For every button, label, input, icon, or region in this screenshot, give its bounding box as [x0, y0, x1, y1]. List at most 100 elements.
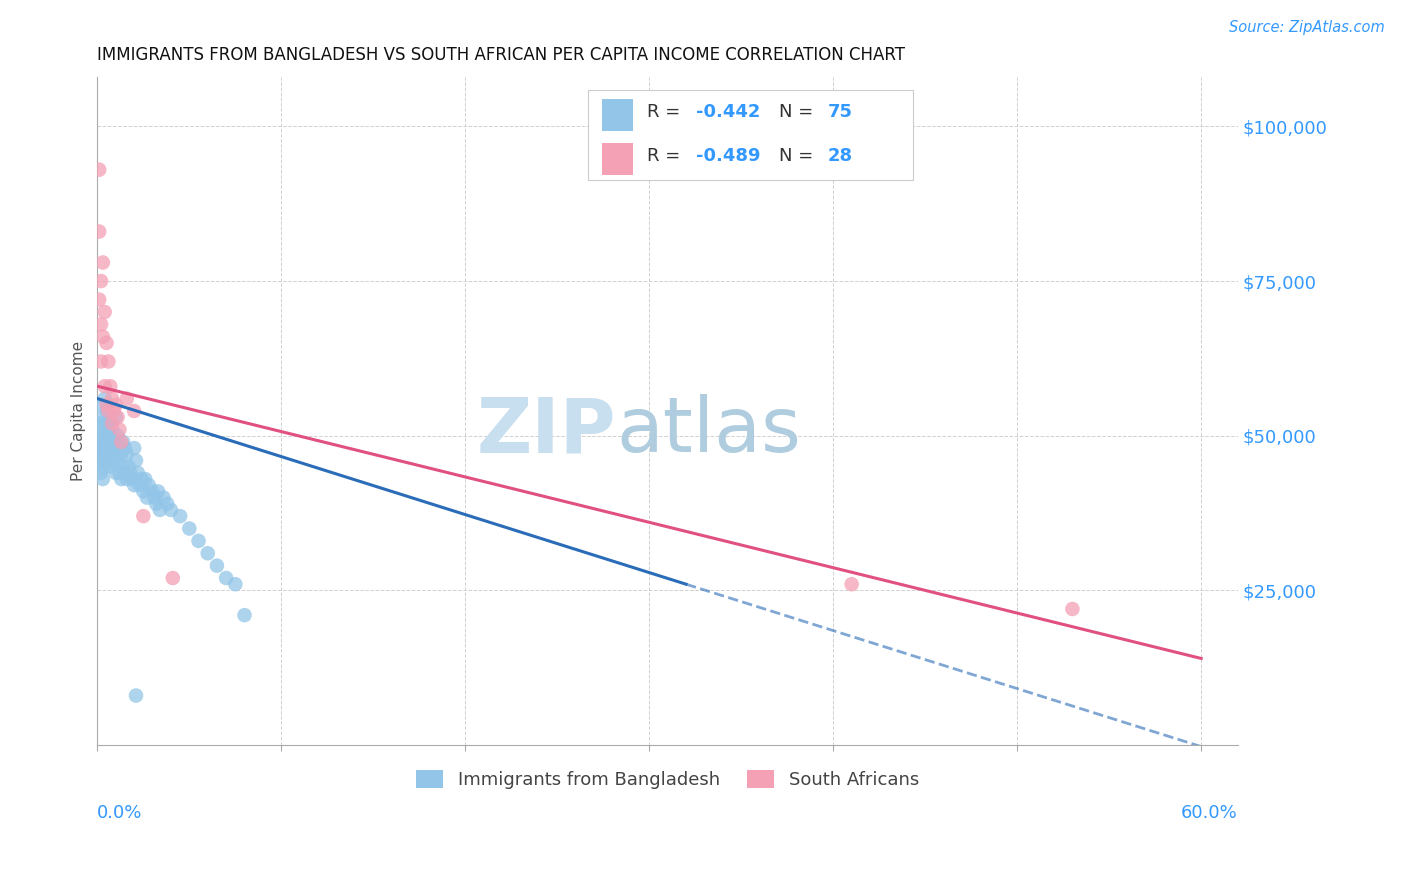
Point — [131, 472, 153, 486]
Point — [143, 491, 166, 505]
Text: ZIP: ZIP — [477, 394, 616, 468]
Point — [107, 453, 129, 467]
Point — [97, 417, 120, 431]
Point — [215, 571, 238, 585]
Text: IMMIGRANTS FROM BANGLADESH VS SOUTH AFRICAN PER CAPITA INCOME CORRELATION CHART: IMMIGRANTS FROM BANGLADESH VS SOUTH AFRI… — [97, 46, 905, 64]
Point — [224, 577, 246, 591]
Point — [138, 478, 160, 492]
Point — [90, 466, 112, 480]
Point — [91, 255, 114, 269]
Point — [115, 392, 138, 406]
Point — [108, 441, 131, 455]
Point — [101, 423, 124, 437]
Point — [89, 225, 111, 239]
Point — [91, 330, 114, 344]
Point — [90, 423, 112, 437]
Point — [149, 503, 172, 517]
Point — [101, 417, 124, 431]
FancyBboxPatch shape — [602, 99, 634, 131]
Point — [169, 509, 191, 524]
Point — [156, 497, 179, 511]
Point — [93, 434, 115, 449]
Point — [197, 546, 219, 560]
Point — [101, 392, 124, 406]
Point — [103, 404, 125, 418]
Text: -0.442: -0.442 — [696, 103, 761, 121]
Point — [187, 533, 209, 548]
Point — [233, 608, 256, 623]
Point — [101, 447, 124, 461]
Point — [97, 453, 120, 467]
Point — [93, 392, 115, 406]
Point — [91, 441, 114, 455]
Point — [93, 379, 115, 393]
Text: 60.0%: 60.0% — [1181, 804, 1239, 822]
Point — [97, 354, 120, 368]
Point — [114, 466, 136, 480]
Point — [160, 503, 183, 517]
Point — [205, 558, 228, 573]
Point — [98, 459, 121, 474]
Point — [96, 398, 118, 412]
Point — [90, 354, 112, 368]
Point — [103, 434, 125, 449]
Point — [108, 466, 131, 480]
Point — [121, 472, 143, 486]
Point — [96, 447, 118, 461]
Point — [91, 428, 114, 442]
Point — [89, 162, 111, 177]
Point — [104, 441, 127, 455]
Point — [132, 509, 155, 524]
Point — [93, 453, 115, 467]
Point — [114, 441, 136, 455]
Point — [134, 472, 156, 486]
Point — [89, 447, 111, 461]
Point — [115, 447, 138, 461]
Point — [179, 522, 201, 536]
Point — [89, 417, 111, 431]
Text: Source: ZipAtlas.com: Source: ZipAtlas.com — [1229, 20, 1385, 35]
Point — [122, 404, 145, 418]
Point — [110, 434, 132, 449]
Point — [104, 410, 127, 425]
Text: 0.0%: 0.0% — [97, 804, 143, 822]
Point — [96, 404, 118, 418]
Point — [115, 472, 138, 486]
Point — [104, 398, 127, 412]
Point — [125, 689, 148, 703]
Point — [93, 305, 115, 319]
Point — [107, 428, 129, 442]
Point — [90, 453, 112, 467]
Point — [104, 466, 127, 480]
Point — [122, 441, 145, 455]
Y-axis label: Per Capita Income: Per Capita Income — [72, 341, 86, 481]
FancyBboxPatch shape — [602, 143, 634, 175]
Point — [146, 484, 169, 499]
Point — [122, 478, 145, 492]
Point — [841, 577, 863, 591]
Point — [108, 423, 131, 437]
Point — [89, 293, 111, 307]
Point — [91, 472, 114, 486]
Text: 75: 75 — [827, 103, 852, 121]
FancyBboxPatch shape — [588, 90, 912, 180]
Point — [128, 478, 150, 492]
Point — [117, 459, 139, 474]
Point — [90, 398, 112, 412]
Point — [112, 434, 135, 449]
Point — [91, 410, 114, 425]
Point — [96, 335, 118, 350]
Point — [120, 466, 142, 480]
Point — [152, 491, 174, 505]
Point — [90, 441, 112, 455]
Text: R =: R = — [647, 103, 686, 121]
Point — [136, 491, 159, 505]
Text: N =: N = — [779, 103, 820, 121]
Point — [98, 441, 121, 455]
Point — [162, 571, 184, 585]
Legend: Immigrants from Bangladesh, South Africans: Immigrants from Bangladesh, South Africa… — [409, 763, 927, 797]
Text: atlas: atlas — [616, 394, 801, 468]
Point — [107, 410, 129, 425]
Point — [93, 417, 115, 431]
Point — [110, 447, 132, 461]
